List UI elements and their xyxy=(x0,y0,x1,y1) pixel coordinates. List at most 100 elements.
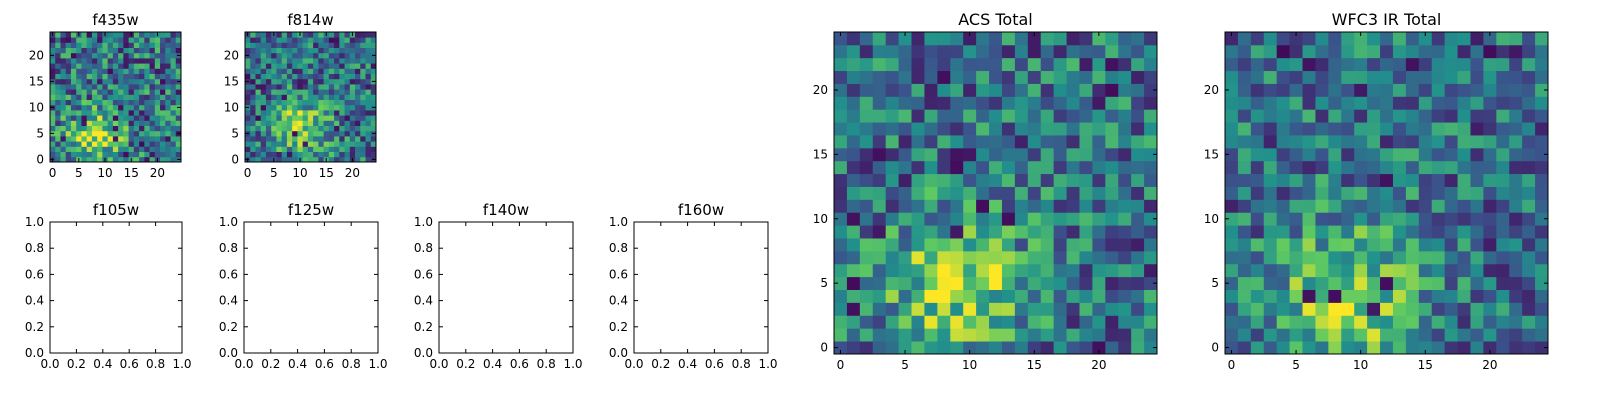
heatmap-cell xyxy=(70,94,77,100)
heatmap-cell xyxy=(1496,315,1510,329)
heatmap-cell xyxy=(154,68,161,74)
heatmap-cell xyxy=(1118,315,1132,329)
heatmap-cell xyxy=(365,136,372,142)
x-tick-label: 0 xyxy=(49,166,57,180)
heatmap-cell xyxy=(128,47,135,54)
heatmap-cell xyxy=(276,89,283,95)
heatmap-cell xyxy=(170,89,177,95)
heatmap-cell xyxy=(1431,238,1446,252)
heatmap-cell xyxy=(144,94,150,100)
heatmap-cell xyxy=(70,47,77,54)
heatmap-cell xyxy=(250,146,256,152)
heatmap-cell xyxy=(1105,96,1119,110)
x-tick-label: 20 xyxy=(345,166,360,180)
heatmap-cell xyxy=(1053,315,1067,329)
heatmap-cell xyxy=(97,151,103,158)
heatmap-cell xyxy=(307,47,314,54)
heatmap-cell xyxy=(118,47,124,54)
heatmap-cell xyxy=(1144,186,1158,200)
heatmap-cell xyxy=(1315,341,1329,355)
heatmap-cell xyxy=(50,84,56,90)
heatmap-cell xyxy=(1263,302,1278,316)
heatmap-cell xyxy=(344,125,351,132)
heatmap-cell xyxy=(81,42,88,48)
heatmap-cell xyxy=(859,328,874,342)
heatmap-cell xyxy=(128,63,135,69)
heatmap-cell xyxy=(323,136,330,142)
heatmap-cell xyxy=(260,78,267,85)
heatmap-cell xyxy=(271,104,277,111)
heatmap-cell xyxy=(1131,289,1145,303)
heatmap-cell xyxy=(1496,225,1510,239)
panel-title: WFC3 IR Total xyxy=(1332,10,1442,29)
heatmap-cell xyxy=(950,57,964,72)
heatmap-cell xyxy=(1392,109,1407,123)
heatmap-cell xyxy=(872,173,887,187)
heatmap-cell xyxy=(924,70,938,84)
heatmap-cell xyxy=(1509,109,1523,123)
heatmap-cell xyxy=(1040,160,1055,175)
heatmap-cell xyxy=(1263,70,1278,84)
heatmap-cell xyxy=(107,63,114,69)
heatmap-cell xyxy=(989,302,1003,316)
heatmap-cell xyxy=(950,263,964,278)
heatmap-cell xyxy=(976,44,990,59)
heatmap-cell xyxy=(86,115,93,121)
heatmap-cell xyxy=(1066,160,1080,175)
heatmap-cell xyxy=(1392,44,1407,59)
heatmap-cell xyxy=(112,42,119,48)
heatmap-cell xyxy=(302,37,309,43)
heatmap-cell xyxy=(265,37,272,43)
heatmap-cell xyxy=(1066,199,1080,213)
heatmap-cell xyxy=(123,84,129,90)
heatmap-cell xyxy=(260,68,267,74)
heatmap-cell xyxy=(50,42,56,48)
heatmap-cell xyxy=(344,32,351,38)
heatmap-cell xyxy=(1105,135,1119,149)
heatmap-cell xyxy=(963,263,977,278)
heatmap-cell xyxy=(1522,186,1536,200)
heatmap-cell xyxy=(339,120,345,126)
heatmap-cell xyxy=(1341,315,1355,329)
heatmap-cell xyxy=(1225,83,1239,97)
heatmap-cell xyxy=(1225,147,1239,162)
heatmap-cell xyxy=(65,130,72,137)
heatmap-cell xyxy=(989,225,1003,239)
heatmap-cell xyxy=(1250,83,1265,97)
heatmap-cell xyxy=(1496,57,1510,72)
heatmap-cell xyxy=(344,68,351,74)
heatmap-cell xyxy=(1225,238,1239,252)
heatmap-cell xyxy=(307,110,314,116)
heatmap-cell xyxy=(963,173,977,187)
heatmap-cell xyxy=(898,263,912,278)
heatmap-cell xyxy=(170,94,177,100)
heatmap-cell xyxy=(128,68,135,74)
heatmap-cell xyxy=(898,276,912,290)
heatmap-cell xyxy=(1392,70,1407,84)
heatmap-cell xyxy=(97,94,103,100)
heatmap-cell xyxy=(950,70,964,84)
heatmap-cell xyxy=(1509,32,1523,46)
heatmap-cell xyxy=(355,146,361,152)
heatmap-cell xyxy=(302,136,309,142)
heatmap-cell xyxy=(307,104,314,111)
heatmap-cell xyxy=(102,68,109,74)
heatmap-cell xyxy=(55,47,61,54)
heatmap-cell xyxy=(102,125,109,132)
heatmap-cell xyxy=(1276,315,1290,329)
heatmap-cell xyxy=(1405,225,1420,239)
heatmap-cell xyxy=(1066,263,1080,278)
heatmap-cell xyxy=(1092,57,1106,72)
heatmap-cell xyxy=(1470,122,1484,136)
heatmap-cell xyxy=(924,122,938,136)
heatmap-cell xyxy=(271,94,277,100)
y-tick-label: 15 xyxy=(1204,147,1219,161)
heatmap-cell xyxy=(1040,44,1055,59)
heatmap-cell xyxy=(872,57,887,72)
heatmap-cell xyxy=(1315,328,1329,342)
heatmap-cell xyxy=(1144,341,1158,355)
heatmap-cell xyxy=(165,73,171,80)
heatmap-cell xyxy=(313,115,319,121)
heatmap-cell xyxy=(1431,199,1446,213)
heatmap-cell xyxy=(950,83,964,97)
